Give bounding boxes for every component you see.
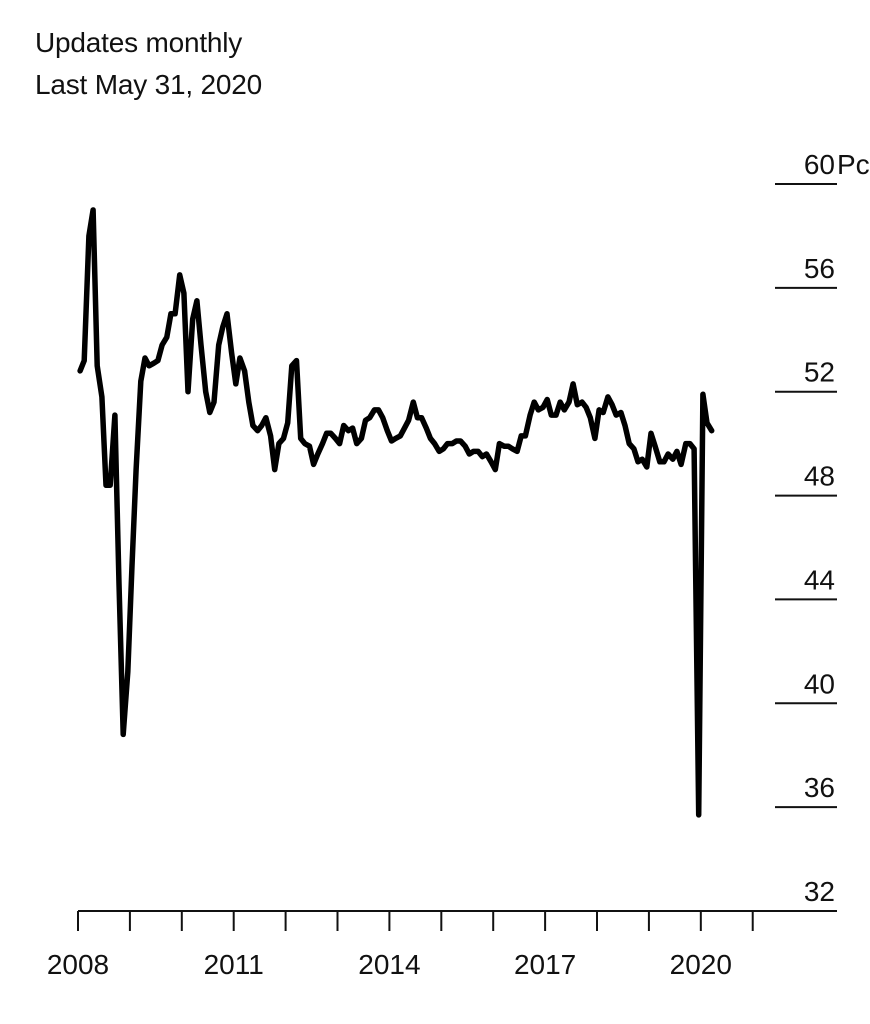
x-tick-label: 2011 (204, 949, 264, 980)
series-group (77, 207, 715, 818)
y-axis: 60 56 52 48 44 40 36 32 Pc (775, 149, 870, 907)
series-line (77, 207, 715, 818)
y-tick-label: 32 (804, 876, 835, 907)
x-tick-label: 2020 (670, 949, 732, 980)
y-tick-label: 52 (804, 357, 835, 388)
x-tick-label: 2014 (358, 949, 420, 980)
y-tick-label: 36 (804, 772, 835, 803)
chart-header: Updates monthly Last May 31, 2020 (35, 22, 262, 106)
last-updated-note: Last May 31, 2020 (35, 69, 262, 100)
x-axis: 2008 2011 2014 2017 2020 (47, 910, 837, 980)
y-tick-label: 60 (804, 149, 835, 180)
x-tick-label: 2017 (514, 949, 576, 980)
x-tick-label: 2008 (47, 949, 109, 980)
update-frequency-note: Updates monthly (35, 27, 243, 58)
y-tick-label: 56 (804, 253, 835, 284)
y-unit-label: Pc (837, 149, 870, 180)
y-tick-label: 40 (804, 668, 835, 699)
y-tick-label: 48 (804, 461, 835, 492)
y-tick-label: 44 (804, 564, 835, 595)
